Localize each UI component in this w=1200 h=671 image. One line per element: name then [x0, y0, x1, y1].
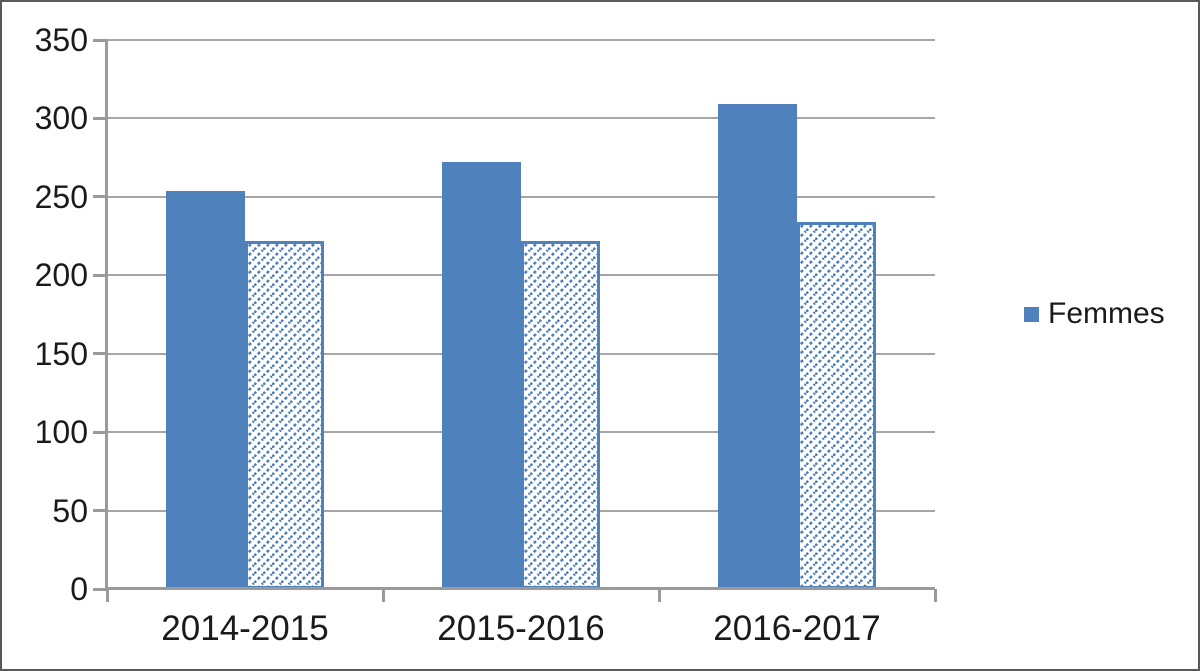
y-tick-350	[93, 38, 107, 42]
bar-series2-2015-2016	[521, 241, 600, 589]
gridline-250	[107, 195, 935, 198]
y-axis-label-150: 150	[34, 335, 88, 372]
legend: Femmes	[1024, 294, 1165, 334]
bar-Femmes-2015-2016	[442, 162, 521, 589]
x-axis-label-2016-2017: 2016-2017	[713, 609, 881, 648]
bar-Femmes-2014-2015	[166, 191, 245, 589]
y-axis-label-50: 50	[52, 492, 88, 529]
gridline-350	[107, 39, 935, 41]
x-tick-2	[657, 589, 661, 602]
y-axis-label-0: 0	[70, 571, 88, 607]
y-tick-100	[93, 430, 107, 434]
y-axis-label-300: 300	[34, 100, 88, 137]
bar-Femmes-2016-2017	[718, 104, 797, 589]
x-tick-1	[381, 589, 385, 602]
gridline-300	[107, 117, 935, 120]
y-tick-150	[93, 352, 107, 356]
y-axis-label-350: 350	[34, 22, 88, 58]
y-axis-label-200: 200	[34, 257, 88, 294]
y-tick-0	[93, 587, 107, 591]
x-tick-0	[105, 589, 109, 602]
y-axis-label-250: 250	[34, 178, 88, 215]
bar-series2-2016-2017	[797, 222, 876, 589]
y-tick-200	[93, 273, 107, 277]
legend-swatch-icon	[1024, 306, 1039, 322]
x-axis-label-2014-2015: 2014-2015	[161, 609, 329, 648]
x-tick-3	[933, 589, 937, 602]
plot-area	[107, 39, 935, 589]
y-tick-250	[93, 195, 107, 199]
y-axis-label-100: 100	[34, 414, 88, 451]
x-axis-line	[107, 587, 935, 590]
y-tick-300	[93, 116, 107, 120]
x-axis-label-2015-2016: 2015-2016	[437, 609, 605, 648]
legend-label: Femmes	[1048, 297, 1165, 330]
y-axis-line	[105, 40, 108, 589]
y-tick-50	[93, 509, 107, 513]
bar-series2-2014-2015	[245, 241, 324, 589]
